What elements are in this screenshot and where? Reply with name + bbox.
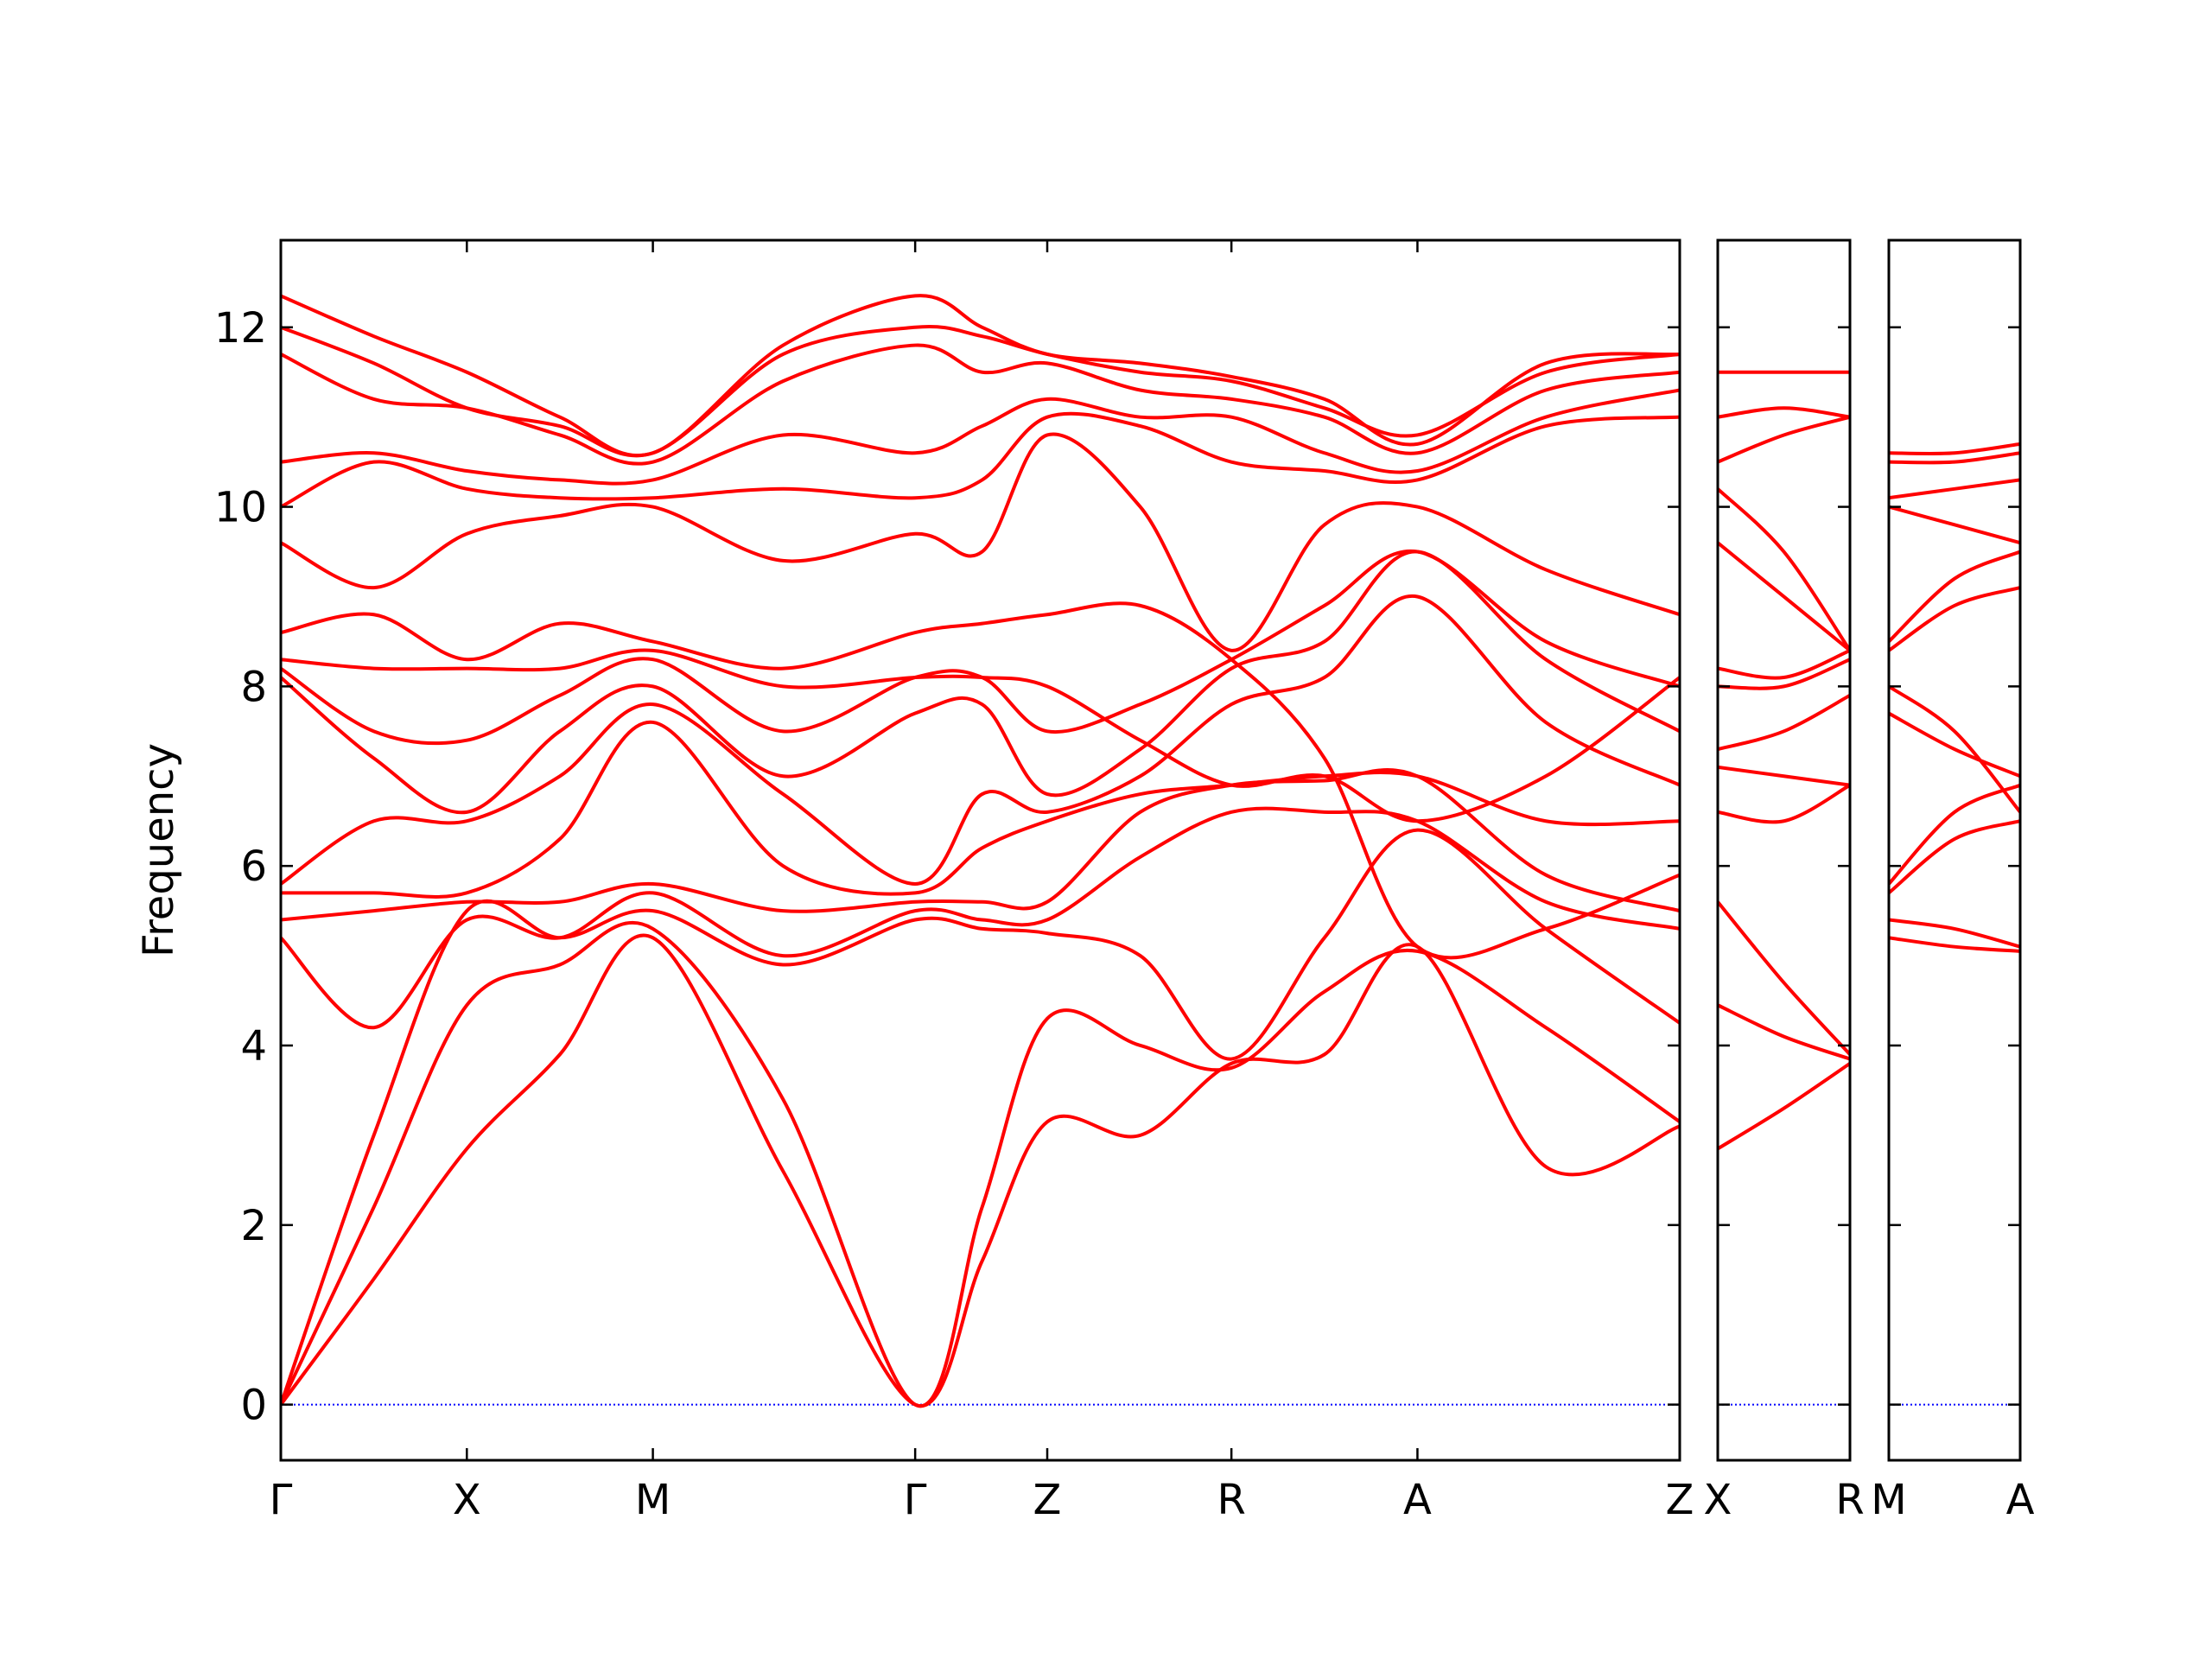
band-line <box>1889 918 2020 949</box>
band-line <box>1889 505 2020 545</box>
bands <box>281 294 1680 1408</box>
band-line <box>281 648 1680 823</box>
x-tick-label: A <box>1403 1476 1432 1524</box>
band-line <box>281 343 1680 466</box>
band-line <box>281 411 1680 509</box>
band-line <box>281 601 1680 960</box>
band-line <box>1718 1062 1850 1151</box>
band-line <box>281 933 1680 1408</box>
y-tick-label: 8 <box>240 663 267 711</box>
band-line <box>1889 550 2020 643</box>
band-line <box>1718 648 1850 680</box>
band-line <box>281 388 1680 486</box>
x-tick-label: Γ <box>270 1476 293 1524</box>
band-line <box>1889 451 2020 465</box>
band-line <box>281 594 1680 886</box>
band-line <box>1889 711 2020 779</box>
band-line <box>1718 487 1850 652</box>
band-line <box>1889 936 2020 953</box>
band-line <box>281 325 1680 458</box>
band-line <box>1889 819 2020 894</box>
x-tick-label: M <box>635 1476 671 1524</box>
y-tick-label: 2 <box>240 1202 267 1250</box>
bands <box>1718 370 1850 1151</box>
y-axis-label: Frequency <box>135 743 183 957</box>
y-tick-label: 0 <box>240 1382 267 1430</box>
band-line <box>1889 442 2020 456</box>
band-line <box>1889 478 2020 500</box>
band-line <box>281 294 1680 458</box>
x-tick-label: Γ <box>904 1476 927 1524</box>
band-line <box>281 432 1680 652</box>
band-line <box>1718 541 1850 652</box>
x-tick-label: Z <box>1033 1476 1062 1524</box>
band-line <box>281 550 1680 815</box>
y-tick-label: 6 <box>240 842 267 891</box>
band-line <box>1889 586 2020 652</box>
band-line <box>1718 900 1850 1056</box>
band-line <box>1889 684 2020 814</box>
band-line <box>281 549 1680 746</box>
bands <box>1889 442 2020 953</box>
plot-frame <box>1716 238 1852 1462</box>
band-line <box>1718 783 1850 824</box>
band-line <box>1718 765 1850 787</box>
band-line <box>1718 415 1850 464</box>
x-tick-label: Z <box>1666 1476 1694 1524</box>
plot-frame <box>279 238 1681 1462</box>
band-line <box>1718 406 1850 419</box>
x-tick-label: R <box>1835 1476 1864 1524</box>
y-tick-label: 10 <box>214 484 267 532</box>
band-line <box>281 806 1680 1030</box>
band-line <box>1718 658 1850 690</box>
x-tick-label: R <box>1217 1476 1245 1524</box>
band-line <box>281 921 1680 1408</box>
band-line <box>1718 694 1850 752</box>
x-tick-label: X <box>1704 1476 1732 1524</box>
y-tick-label: 4 <box>240 1022 267 1071</box>
band-line <box>281 720 1680 899</box>
x-tick-label: M <box>1871 1476 1906 1524</box>
x-tick-label: A <box>2006 1476 2035 1524</box>
plot-frame <box>1887 238 2022 1462</box>
band-line <box>1718 1003 1850 1061</box>
y-tick-label: 12 <box>214 304 267 353</box>
band-line <box>1889 783 2020 886</box>
x-tick-label: X <box>453 1476 481 1524</box>
band-line <box>281 768 1680 922</box>
